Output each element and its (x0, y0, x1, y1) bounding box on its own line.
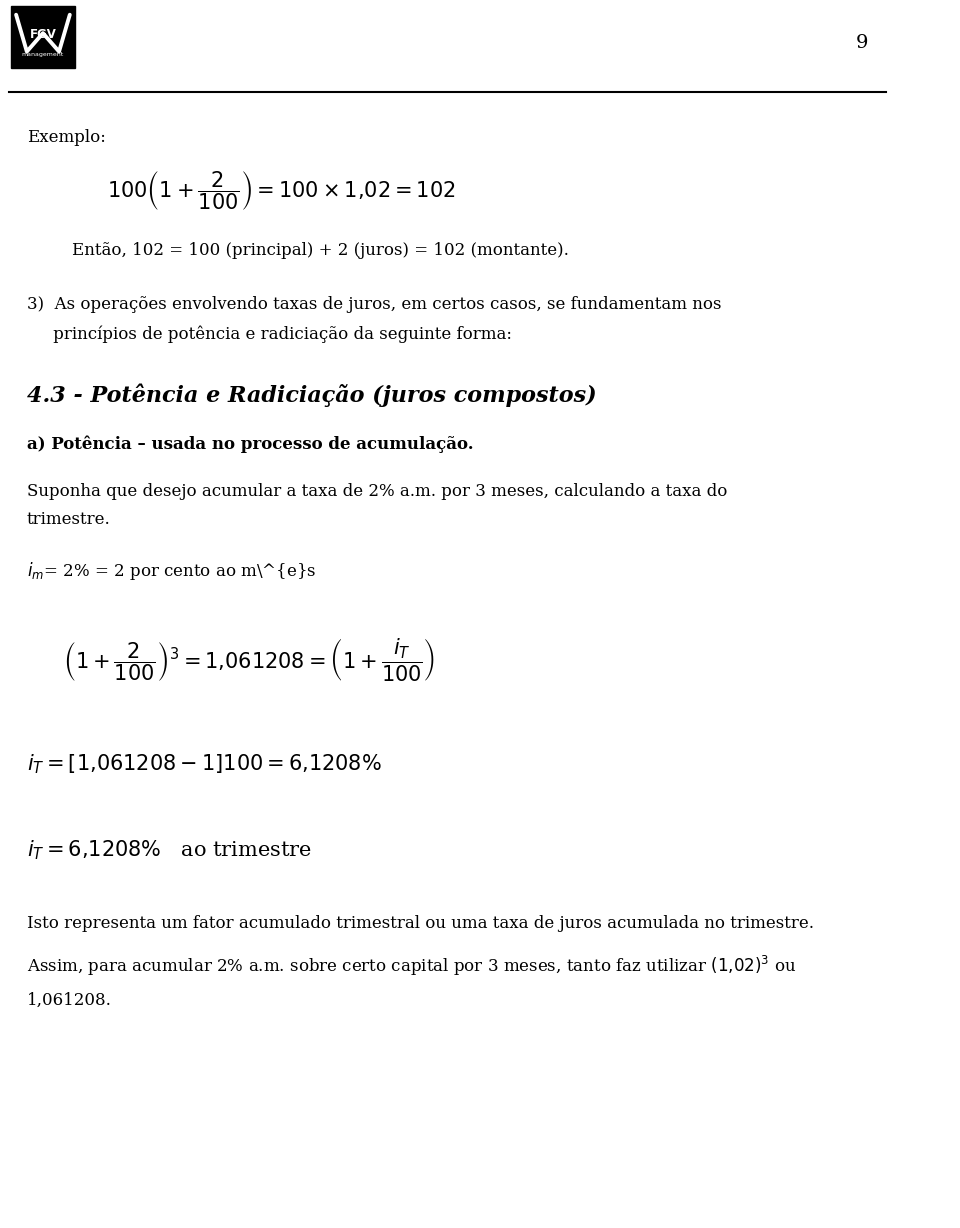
Text: a) Potência – usada no processo de acumulação.: a) Potência – usada no processo de acumu… (27, 436, 473, 453)
FancyBboxPatch shape (11, 6, 75, 68)
Text: Assim, para acumular 2% a.m. sobre certo capital por 3 meses, tanto faz utilizar: Assim, para acumular 2% a.m. sobre certo… (27, 954, 796, 979)
Text: FGV: FGV (30, 28, 57, 41)
Text: Então, 102 = 100 (principal) + 2 (juros) = 102 (montante).: Então, 102 = 100 (principal) + 2 (juros)… (72, 242, 568, 259)
Text: 3)  As operações envolvendo taxas de juros, em certos casos, se fundamentam nos: 3) As operações envolvendo taxas de juro… (27, 296, 721, 313)
Text: $i_{m}$= 2% = 2 por cento ao m\^{e}s: $i_{m}$= 2% = 2 por cento ao m\^{e}s (27, 560, 316, 582)
Text: trimestre.: trimestre. (27, 511, 110, 528)
Text: princípios de potência e radiciação da seguinte forma:: princípios de potência e radiciação da s… (27, 325, 512, 343)
Text: $i_{T}=6{,}1208\%$   ao trimestre: $i_{T}=6{,}1208\%$ ao trimestre (27, 837, 312, 862)
Text: Isto representa um fator acumulado trimestral ou uma taxa de juros acumulada no : Isto representa um fator acumulado trime… (27, 915, 814, 932)
Text: management: management (22, 52, 64, 56)
Text: $i_{T}=\left[1{,}061208-1\right]100=6{,}1208\%$: $i_{T}=\left[1{,}061208-1\right]100=6{,}… (27, 752, 382, 776)
Text: $\left(1+\dfrac{2}{100}\right)^{3}=1{,}061208=\left(1+\dfrac{i_{T}}{100}\right)$: $\left(1+\dfrac{2}{100}\right)^{3}=1{,}0… (62, 636, 435, 683)
Text: Exemplo:: Exemplo: (27, 129, 106, 146)
Text: 9: 9 (855, 34, 868, 52)
Text: 4.3 - Potência e Radiciação (juros compostos): 4.3 - Potência e Radiciação (juros compo… (27, 383, 596, 408)
Text: $100\left(1+\dfrac{2}{100}\right)=100\times1{,}02=102$: $100\left(1+\dfrac{2}{100}\right)=100\ti… (108, 168, 456, 212)
Text: Suponha que desejo acumular a taxa de 2% a.m. por 3 meses, calculando a taxa do: Suponha que desejo acumular a taxa de 2%… (27, 483, 728, 500)
Text: 1,061208.: 1,061208. (27, 992, 111, 1009)
